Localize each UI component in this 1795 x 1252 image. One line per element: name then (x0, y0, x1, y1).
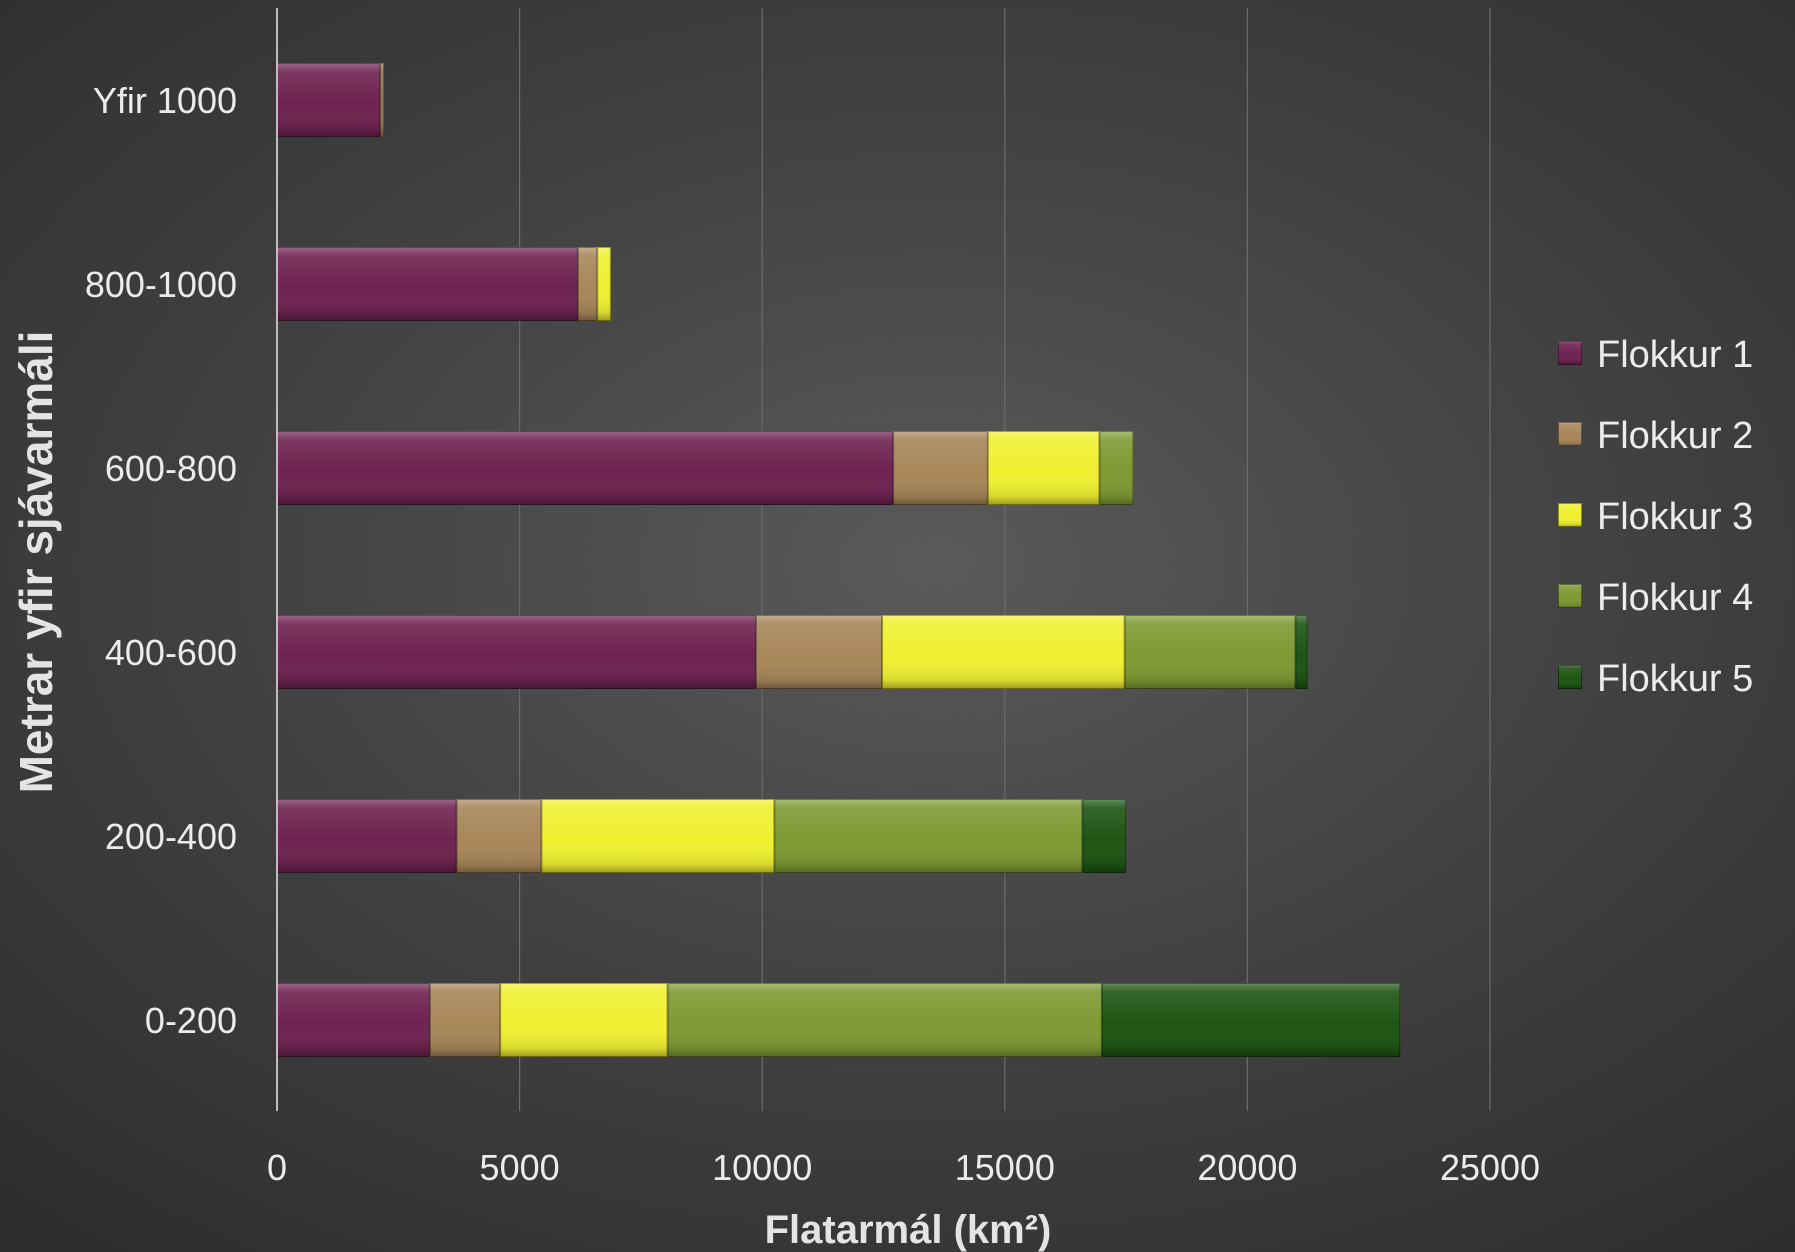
bar-segment (380, 63, 384, 137)
bar-segment (755, 615, 883, 689)
bar-segment (667, 983, 1102, 1057)
x-tick-label: 0 (267, 1147, 287, 1188)
bar-segment (277, 983, 430, 1057)
bar-segment (1082, 799, 1127, 873)
x-tick-label: 5000 (480, 1147, 560, 1188)
x-tick-label: 10000 (712, 1147, 812, 1188)
legend-item: Flokkur 2 (1558, 415, 1753, 457)
bar-segment (882, 615, 1125, 689)
gridlines (518, 8, 1491, 1111)
legend-swatch (1558, 503, 1582, 527)
y-tick-label: 0-200 (145, 1000, 237, 1041)
y-tick-label: 600-800 (105, 448, 237, 489)
legend-swatch (1558, 422, 1582, 446)
bar-segment (541, 799, 775, 873)
y-tick-label: 200-400 (105, 816, 237, 857)
bar-segment (597, 247, 611, 321)
legend-label: Flokkur 3 (1597, 496, 1753, 538)
bar-segment (500, 983, 668, 1057)
bar-segment (893, 431, 988, 505)
bar-segment (1099, 431, 1134, 505)
bar-segment (1124, 615, 1296, 689)
bar-segment (277, 615, 756, 689)
y-tick-label: Yfir 1000 (93, 80, 237, 121)
bar-segment (277, 63, 381, 137)
y-tick-label: 800-1000 (85, 264, 237, 305)
x-tick-label: 15000 (955, 1147, 1055, 1188)
x-axis-title: Flatarmál (km²) (765, 1208, 1052, 1252)
y-tick-label: 400-600 (105, 632, 237, 673)
legend-swatch (1558, 584, 1582, 608)
x-tick-label: 25000 (1440, 1147, 1540, 1188)
bar-segment (987, 431, 1100, 505)
y-axis-title: Metrar yfir sjávarmáli (10, 331, 62, 794)
x-tick-label: 20000 (1197, 1147, 1297, 1188)
axes: 0 5000 10000 15000 20000 25000 0-200 200-400 400… (85, 8, 1540, 1188)
legend-item: Flokkur 1 (1558, 334, 1753, 376)
bar-segment (774, 799, 1083, 873)
legend-swatch (1558, 665, 1582, 689)
bars (277, 63, 1401, 1057)
legend-label: Flokkur 4 (1597, 577, 1753, 619)
bar-segment (277, 431, 894, 505)
bar-segment (277, 247, 578, 321)
legend-item: Flokkur 5 (1558, 658, 1753, 700)
legend-label: Flokkur 5 (1597, 658, 1753, 700)
legend-item: Flokkur 4 (1558, 577, 1753, 619)
legend-swatch (1558, 341, 1582, 365)
bar-segment (577, 247, 598, 321)
legend-label: Flokkur 1 (1597, 334, 1753, 376)
legend-label: Flokkur 2 (1597, 415, 1753, 457)
bar-segment (1295, 615, 1308, 689)
legend: Flokkur 1 Flokkur 2 Flokkur 3 Flokkur 4 Flok… (1558, 334, 1753, 700)
bar-segment (429, 983, 501, 1057)
bar-segment (277, 799, 457, 873)
legend-item: Flokkur 3 (1558, 496, 1753, 538)
bar-segment (1101, 983, 1401, 1057)
bar-segment (456, 799, 542, 873)
